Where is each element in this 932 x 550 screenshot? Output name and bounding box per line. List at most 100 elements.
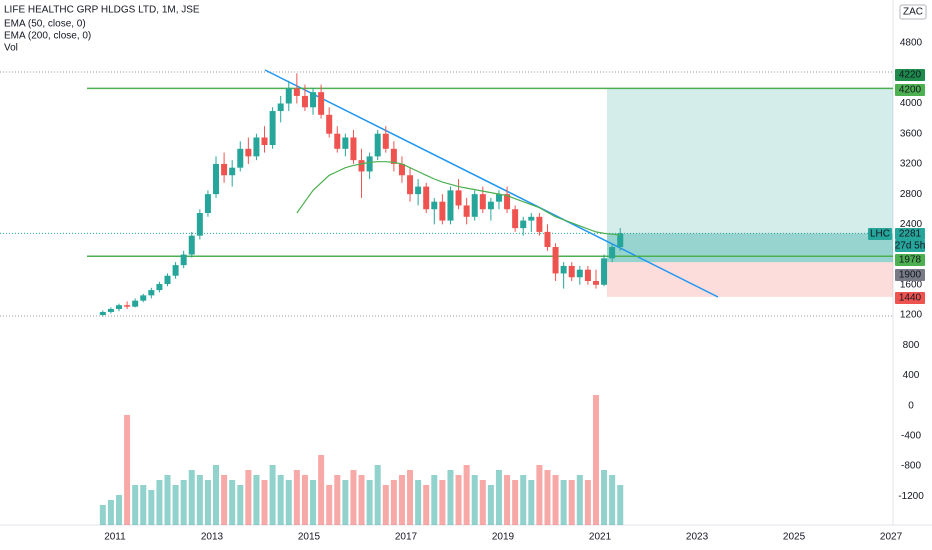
candle-body xyxy=(609,247,616,259)
volume-bar xyxy=(261,480,268,525)
candle-body xyxy=(253,137,260,157)
entry-tag: 1900 xyxy=(899,270,922,281)
y-tick-label: -800 xyxy=(901,461,921,472)
candle-body xyxy=(512,209,519,229)
candle-body xyxy=(277,103,284,112)
candle-body xyxy=(592,281,599,285)
volume-bar xyxy=(471,475,478,525)
y-tick-label: 2400 xyxy=(900,219,923,230)
candle-body xyxy=(245,148,252,157)
candle-body xyxy=(382,133,389,149)
candle-body xyxy=(463,205,470,217)
candle-body xyxy=(180,254,187,266)
legend-entry: Vol xyxy=(4,43,18,54)
volume-bar xyxy=(301,475,308,525)
candle-body xyxy=(350,137,357,161)
candle-body xyxy=(342,137,349,149)
candle-body xyxy=(285,88,292,104)
candle-body xyxy=(124,305,131,307)
volume-bar xyxy=(253,475,260,525)
volume-bar xyxy=(116,495,123,525)
volume-bar xyxy=(398,475,405,525)
volume-bar xyxy=(512,480,519,525)
volume-bar xyxy=(487,485,494,525)
currency[interactable]: ZAC xyxy=(903,7,923,18)
candle-body xyxy=(617,233,624,248)
volume-bar xyxy=(568,480,575,525)
volume-bar xyxy=(140,485,147,525)
volume-bar xyxy=(520,475,527,525)
symbol-tag-bg xyxy=(868,228,892,240)
volume-bar xyxy=(293,470,300,525)
trend-line[interactable] xyxy=(264,69,719,298)
candle-body xyxy=(431,201,438,210)
volume-bar xyxy=(584,480,591,525)
volume-bar xyxy=(277,475,284,525)
volume-bar xyxy=(617,485,624,525)
y-tick-label: -400 xyxy=(901,431,921,442)
candle-body xyxy=(156,284,163,291)
candle-body xyxy=(487,201,494,210)
volume-bar xyxy=(221,475,228,525)
candle-body xyxy=(439,201,446,221)
volume-bar xyxy=(196,475,203,525)
x-tick-label: 2021 xyxy=(589,532,612,543)
volume-bar xyxy=(601,470,608,525)
volume-bar xyxy=(188,470,195,525)
volume-bar xyxy=(229,480,236,525)
candle-body xyxy=(293,88,300,96)
candle-body xyxy=(172,265,179,276)
x-tick-label: 2011 xyxy=(104,532,126,543)
candle-body xyxy=(544,231,551,248)
volume-bar xyxy=(592,395,599,525)
volume-bar xyxy=(495,470,502,525)
candle-body xyxy=(504,194,511,210)
candle-body xyxy=(374,133,381,157)
volume-bar xyxy=(382,485,389,525)
candle-body xyxy=(132,300,139,307)
candle-body xyxy=(398,163,405,176)
ema-line xyxy=(296,161,621,236)
volume-bar xyxy=(544,470,551,525)
candle-body xyxy=(520,220,527,229)
candle-body xyxy=(99,311,106,315)
volume-bar xyxy=(358,475,365,525)
candle-body xyxy=(140,295,147,301)
entry-tag-bg xyxy=(895,269,925,281)
volume-bar xyxy=(609,475,616,525)
chart-title: LIFE HEALTHC GRP HLDGS LTD, 1M, JSE xyxy=(4,5,200,16)
y-tick-label: 4800 xyxy=(900,38,923,49)
candle-body xyxy=(471,194,478,217)
volume-bar xyxy=(310,480,317,525)
high-tag-bg xyxy=(895,69,925,81)
candle-body xyxy=(495,194,502,202)
x-tick-label: 2019 xyxy=(492,532,515,543)
volume-bar xyxy=(285,480,292,525)
candle-body xyxy=(536,216,543,232)
candle-body xyxy=(107,308,114,312)
stop-tag-bg xyxy=(895,292,925,304)
y-tick-label: 3600 xyxy=(900,128,923,139)
y-tick-label: 1200 xyxy=(900,310,923,321)
stop-zone xyxy=(607,262,893,297)
volume-bar xyxy=(342,480,349,525)
volume-bar xyxy=(455,475,462,525)
candle-body xyxy=(196,213,203,236)
candle-body xyxy=(390,148,397,164)
x-tick-label: 2025 xyxy=(783,532,806,543)
volume-bar xyxy=(447,470,454,525)
candle-body xyxy=(164,275,171,285)
volume-bar xyxy=(156,480,163,525)
candle-body xyxy=(269,111,276,146)
candle-body xyxy=(455,190,462,206)
x-tick-label: 2023 xyxy=(686,532,709,543)
candle-body xyxy=(318,92,325,115)
y-tick-label: 3200 xyxy=(900,159,923,170)
volume-bar xyxy=(463,465,470,525)
candle-body xyxy=(213,163,220,195)
volume-bar xyxy=(431,475,438,525)
currency-box[interactable] xyxy=(899,4,927,20)
volume-bar xyxy=(172,485,179,525)
